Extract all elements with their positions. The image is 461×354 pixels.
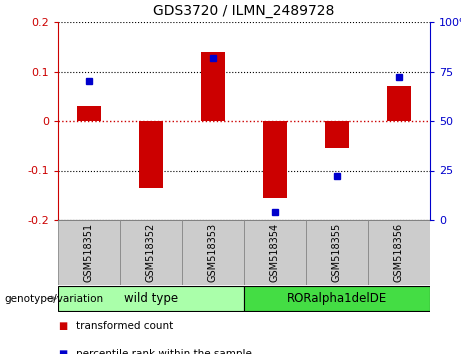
- Text: GSM518356: GSM518356: [394, 223, 404, 282]
- Title: GDS3720 / ILMN_2489728: GDS3720 / ILMN_2489728: [154, 4, 335, 18]
- Text: wild type: wild type: [124, 292, 178, 305]
- Text: percentile rank within the sample: percentile rank within the sample: [77, 349, 252, 354]
- Text: GSM518353: GSM518353: [208, 223, 218, 282]
- Text: GSM518351: GSM518351: [84, 223, 94, 282]
- Text: genotype/variation: genotype/variation: [5, 293, 104, 303]
- Text: ■: ■: [58, 349, 67, 354]
- Bar: [325, 121, 349, 148]
- Bar: [201, 52, 225, 121]
- Text: RORalpha1delDE: RORalpha1delDE: [287, 292, 387, 305]
- Bar: [58, 286, 244, 311]
- Bar: [58, 220, 120, 285]
- Text: ■: ■: [58, 321, 67, 331]
- Bar: [244, 286, 430, 311]
- Bar: [368, 220, 430, 285]
- Bar: [244, 220, 306, 285]
- Bar: [263, 121, 287, 198]
- Text: GSM518354: GSM518354: [270, 223, 280, 282]
- Bar: [77, 106, 101, 121]
- Text: GSM518355: GSM518355: [332, 223, 342, 282]
- Bar: [120, 220, 182, 285]
- Text: GSM518352: GSM518352: [146, 223, 156, 282]
- Bar: [182, 220, 244, 285]
- Bar: [387, 86, 411, 121]
- Text: transformed count: transformed count: [77, 321, 174, 331]
- Bar: [139, 121, 163, 188]
- Bar: [306, 220, 368, 285]
